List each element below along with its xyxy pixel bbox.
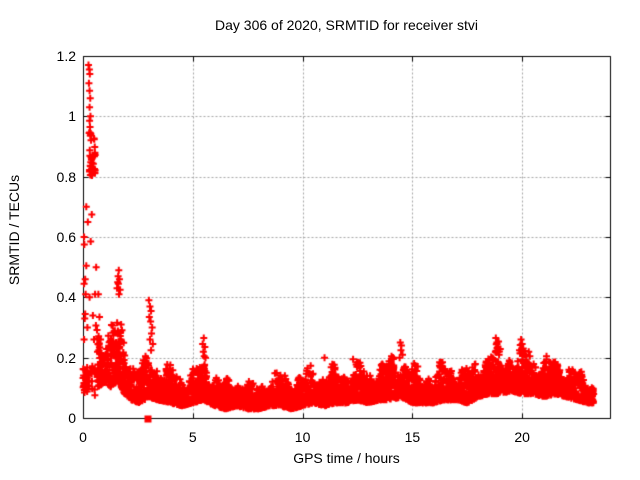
x-tick-label: 15 xyxy=(404,429,421,445)
y-tick-label: 0 xyxy=(68,410,76,426)
x-tick-label: 0 xyxy=(79,429,87,445)
y-tick-label: 0.4 xyxy=(56,289,76,306)
y-tick-label: 1.2 xyxy=(56,48,76,64)
x-axis-label: GPS time / hours xyxy=(293,450,400,466)
x-tick-label: 5 xyxy=(188,429,197,445)
x-tick-label: 20 xyxy=(514,429,530,445)
chart-title: Day 306 of 2020, SRMTID for receiver stv… xyxy=(215,17,478,33)
x-tick-label: 10 xyxy=(294,429,311,445)
y-tick-label: 0.6 xyxy=(56,229,76,245)
y-tick-label: 1 xyxy=(68,108,76,125)
y-tick-label: 0.2 xyxy=(56,349,76,366)
y-tick-label: 0.8 xyxy=(56,168,76,185)
